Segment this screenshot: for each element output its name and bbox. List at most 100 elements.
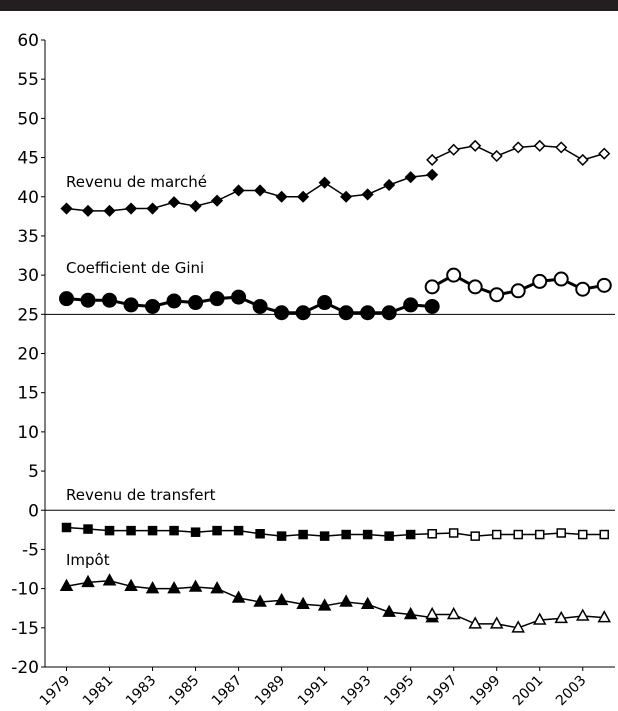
x-tick-label: 2003 <box>553 673 590 710</box>
point <box>188 295 204 311</box>
point <box>80 292 96 308</box>
point <box>188 579 203 592</box>
point <box>555 141 568 154</box>
y-tick-label: 60 <box>17 31 39 51</box>
x-tick-label: 1995 <box>381 673 418 710</box>
y-tick-label: -10 <box>11 580 39 600</box>
point <box>381 305 397 321</box>
point <box>403 297 419 313</box>
y-tick-label: 50 <box>17 109 39 129</box>
y-tick-label: 0 <box>28 501 39 521</box>
x-tick-label: 1983 <box>123 673 160 710</box>
point <box>360 305 376 321</box>
point <box>510 283 526 299</box>
x-tick-label: 1985 <box>166 673 203 710</box>
annotation: Coefficient de Gini <box>66 259 204 277</box>
point <box>189 200 202 213</box>
x-tick-label: 1999 <box>467 673 504 710</box>
point <box>489 616 504 629</box>
point <box>274 592 289 606</box>
point <box>404 171 417 184</box>
point <box>124 578 138 592</box>
y-tick-label: 55 <box>17 70 39 90</box>
point <box>210 581 224 594</box>
y-tick-label: 5 <box>28 462 39 482</box>
point <box>554 610 568 624</box>
point <box>274 305 290 321</box>
y-tick-label: 35 <box>17 227 39 247</box>
point <box>512 141 525 154</box>
y-tick-label: -20 <box>11 658 39 678</box>
point <box>426 168 439 181</box>
point <box>598 147 611 160</box>
point <box>532 273 548 289</box>
point <box>123 297 139 313</box>
point <box>489 287 505 303</box>
point <box>532 612 547 625</box>
x-tick-label: 1981 <box>80 673 117 710</box>
point <box>319 531 330 541</box>
series-line <box>66 580 433 619</box>
y-tick-label: 30 <box>17 266 39 286</box>
point <box>427 529 437 539</box>
point <box>253 594 267 607</box>
point <box>533 139 546 152</box>
point <box>361 188 374 201</box>
y-tick-label: 40 <box>17 188 39 208</box>
point <box>190 527 201 537</box>
y-tick-label: 20 <box>17 345 39 365</box>
point <box>145 298 161 314</box>
point <box>575 608 590 621</box>
point <box>298 529 308 540</box>
point <box>405 529 416 540</box>
annotation: Revenu de marché <box>66 173 207 191</box>
point <box>233 525 244 536</box>
top-bar <box>0 0 618 11</box>
point <box>599 529 609 540</box>
point <box>255 529 265 539</box>
y-tick-label: -5 <box>22 540 39 560</box>
x-tick-label: 1991 <box>295 673 332 710</box>
point <box>575 281 591 297</box>
point <box>426 153 439 166</box>
point <box>534 529 545 540</box>
point <box>340 190 353 203</box>
point <box>147 525 158 536</box>
point <box>383 178 396 192</box>
point <box>468 616 482 629</box>
y-tick-label: 15 <box>17 384 39 404</box>
point <box>83 524 93 534</box>
series-line <box>66 295 433 315</box>
point <box>169 525 179 536</box>
point <box>317 598 332 611</box>
point <box>145 581 160 594</box>
series-line <box>66 526 433 537</box>
point <box>360 596 375 610</box>
point <box>59 578 74 592</box>
y-tick-label: 45 <box>17 149 39 169</box>
point <box>425 606 439 620</box>
point <box>81 204 95 217</box>
point <box>104 525 115 536</box>
point <box>403 606 418 620</box>
point <box>232 184 245 197</box>
point <box>318 176 331 189</box>
point <box>124 202 138 215</box>
point <box>339 594 353 607</box>
point <box>338 305 354 321</box>
y-tick-label: 25 <box>17 305 39 325</box>
point <box>167 196 181 209</box>
point <box>61 522 72 533</box>
point <box>470 531 480 541</box>
point <box>295 305 311 321</box>
point <box>276 531 287 541</box>
point <box>231 590 246 603</box>
point <box>296 596 310 610</box>
point <box>254 184 267 197</box>
point <box>467 279 483 295</box>
point <box>424 298 440 314</box>
x-tick-label: 1979 <box>37 673 74 710</box>
point <box>252 298 268 314</box>
point <box>81 574 95 588</box>
